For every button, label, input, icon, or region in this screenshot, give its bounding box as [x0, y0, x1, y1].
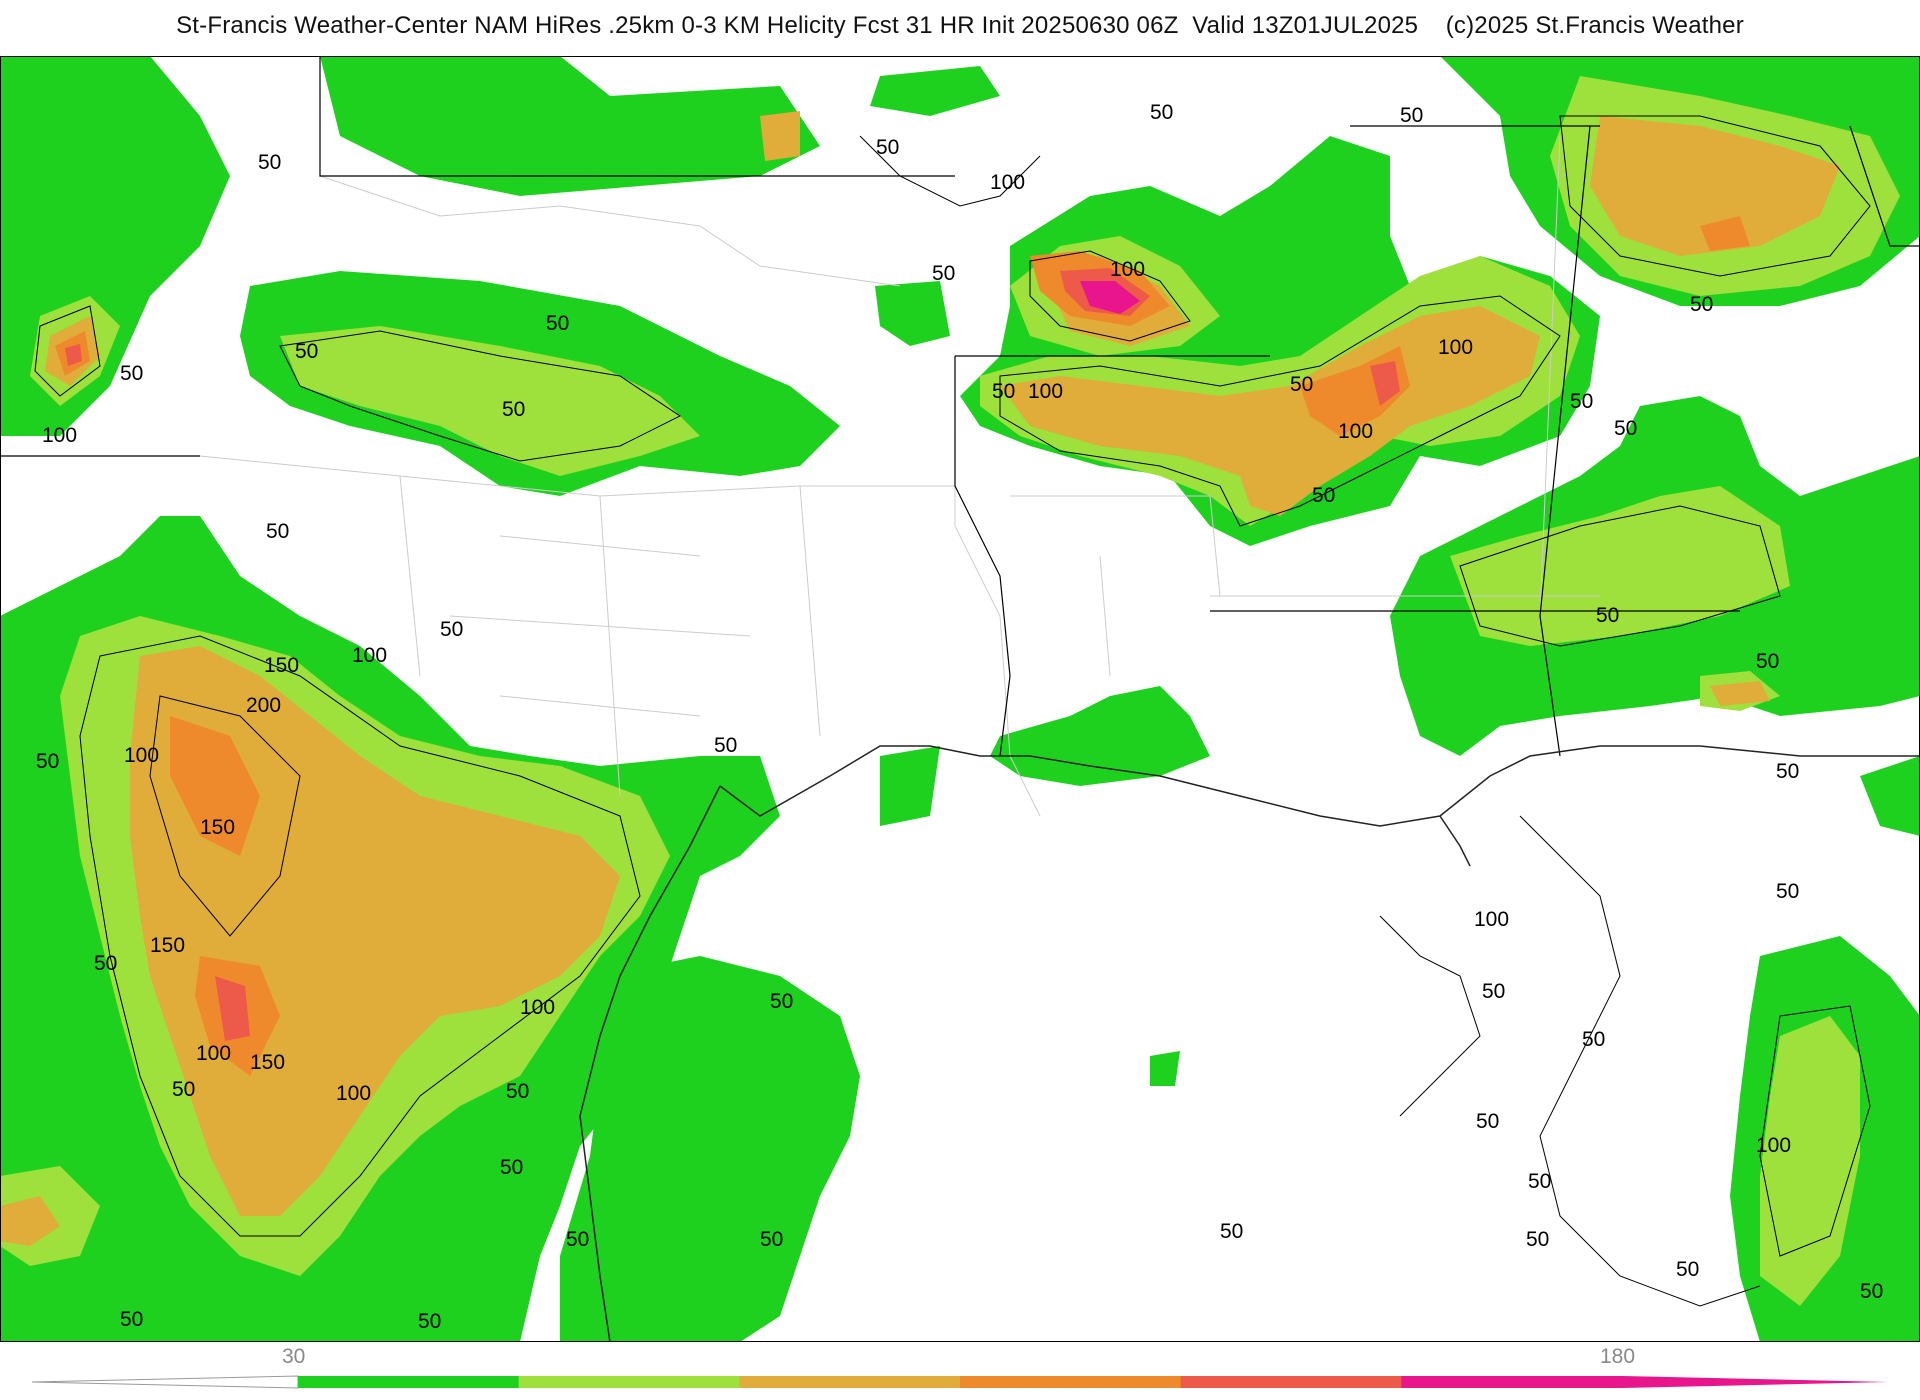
helicity-map: 50 50 50 100 50 50 100 50 50 50 100 50 1…	[0, 56, 1920, 1342]
contour-label: 50	[120, 362, 143, 385]
contour-label: 50	[546, 312, 569, 335]
colorbar: 30 180	[0, 1342, 1920, 1400]
contour-label: 100	[1110, 258, 1145, 281]
contour-label: 50	[94, 952, 117, 975]
contour-label: 50	[1290, 373, 1313, 396]
contour-labels: 50 50 50 100 50 50 100 50 50 50 100 50 1…	[36, 101, 1883, 1333]
contour-label: 50	[1756, 650, 1779, 673]
contour-label: 50	[36, 750, 59, 773]
colorbar-tick-label: 30	[282, 1345, 306, 1368]
colorbar-right-arrow	[1622, 1376, 1888, 1388]
contour-label: 150	[264, 654, 299, 677]
colorbar-segment	[298, 1376, 520, 1388]
contour-label: 150	[200, 816, 235, 839]
contour-label: 50	[500, 1156, 523, 1179]
helicity-contour-lines	[34, 115, 1871, 1307]
contour-label: 150	[150, 934, 185, 957]
contour-label: 50	[418, 1310, 441, 1333]
contour-label: 200	[246, 694, 281, 717]
contour-label: 50	[1482, 980, 1505, 1003]
colorbar-segments	[298, 1376, 1623, 1388]
contour-label: 100	[196, 1042, 231, 1065]
contour-label: 50	[1570, 390, 1593, 413]
contour-label: 50	[1400, 104, 1423, 127]
contour-label: 100	[520, 996, 555, 1019]
contour-label: 50	[1690, 293, 1713, 316]
contour-label: 50	[1526, 1228, 1549, 1251]
contour-label: 50	[258, 151, 281, 174]
contour-label: 50	[1528, 1170, 1551, 1193]
colorbar-segment	[518, 1376, 740, 1388]
contour-label: 100	[42, 424, 77, 447]
contour-label: 100	[336, 1082, 371, 1105]
contour-label: 50	[1596, 604, 1619, 627]
contour-label: 50	[1860, 1280, 1883, 1303]
colorbar-segment	[960, 1376, 1182, 1388]
contour-label: 50	[714, 734, 737, 757]
contour-label: 100	[1756, 1134, 1791, 1157]
colorbar-segment	[1401, 1376, 1623, 1388]
contour-label: 100	[1438, 336, 1473, 359]
contour-label: 50	[566, 1228, 589, 1251]
contour-label: 50	[440, 618, 463, 641]
contour-label: 50	[1220, 1220, 1243, 1243]
contour-label: 50	[502, 398, 525, 421]
state-borders-layer	[0, 56, 1920, 757]
map-title: St-Francis Weather-Center NAM HiRes .25k…	[176, 12, 1744, 39]
contour-label: 50	[295, 340, 318, 363]
contour-label: 100	[1474, 908, 1509, 931]
helicity-fill-layer	[0, 56, 1920, 1342]
contour-label: 100	[124, 744, 159, 767]
contour-label: 50	[172, 1078, 195, 1101]
colorbar-tick-label: 180	[1600, 1345, 1636, 1368]
contour-label: 50	[1776, 880, 1799, 903]
contour-label: 50	[1776, 760, 1799, 783]
contour-label: 50	[992, 380, 1015, 403]
contour-label: 150	[250, 1051, 285, 1074]
contour-label: 50	[506, 1080, 529, 1103]
colorbar-left-arrow	[31, 1375, 299, 1389]
contour-label: 50	[1476, 1110, 1499, 1133]
colorbar-segment	[739, 1376, 961, 1388]
contour-label: 50	[1614, 417, 1637, 440]
coastline-layer	[579, 745, 1920, 1342]
colorbar-segment	[1180, 1376, 1402, 1388]
colorbar-strip	[31, 1375, 1888, 1389]
contour-label: 50	[266, 520, 289, 543]
contour-label: 50	[1676, 1258, 1699, 1281]
contour-label: 50	[1150, 101, 1173, 124]
contour-label: 50	[1582, 1028, 1605, 1051]
map-canvas: 50 50 50 100 50 50 100 50 50 50 100 50 1…	[0, 56, 1920, 1342]
contour-label: 100	[1028, 380, 1063, 403]
contour-label: 50	[760, 1228, 783, 1251]
contour-label: 100	[1338, 420, 1373, 443]
contour-label: 50	[1312, 484, 1335, 507]
contour-label: 100	[352, 644, 387, 667]
contour-label: 50	[770, 990, 793, 1013]
contour-label: 50	[120, 1308, 143, 1331]
contour-label: 50	[876, 136, 899, 159]
contour-label: 100	[990, 171, 1025, 194]
helicity-level-180-fill	[1080, 281, 1140, 314]
contour-label: 50	[932, 262, 955, 285]
